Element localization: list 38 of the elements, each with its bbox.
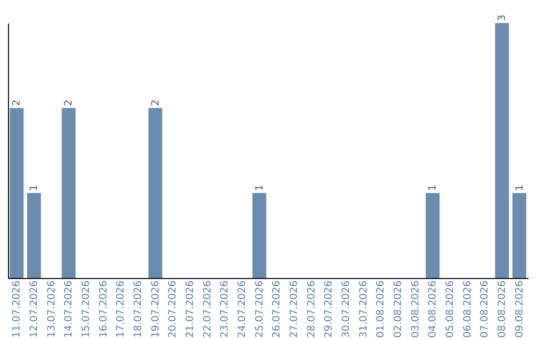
data-label: 3 — [497, 14, 508, 21]
x-tick-label: 21.07.2026 — [185, 280, 196, 338]
x-tick-label: 30.07.2026 — [341, 280, 352, 338]
x-tick-label: 25.07.2026 — [254, 280, 266, 338]
x-tick-label: 28.07.2026 — [306, 280, 318, 338]
x-tick-label: 05.08.2026 — [445, 280, 456, 338]
data-label: 1 — [428, 184, 439, 191]
x-tick-label: 02.08.2026 — [393, 280, 404, 338]
data-label: 2 — [150, 100, 162, 106]
x-tick-label: 13.07.2026 — [46, 280, 58, 338]
x-tick-label: 16.07.2026 — [98, 280, 110, 338]
x-tick-label: 23.07.2026 — [220, 280, 231, 338]
x-tick-label: 24.07.2026 — [237, 280, 248, 338]
x-tick-label: 22.07.2026 — [202, 280, 214, 338]
x-tick-label: 17.07.2026 — [116, 280, 127, 338]
x-tick-label: 15.07.2026 — [81, 280, 92, 338]
data-label: 1 — [254, 184, 266, 191]
x-tick-label: 20.07.2026 — [168, 280, 179, 338]
x-tick-label: 03.08.2026 — [410, 280, 422, 338]
x-tick-label: 26.07.2026 — [272, 280, 283, 338]
x-tick-label: 08.08.2026 — [497, 280, 508, 338]
data-label: 1 — [514, 184, 526, 191]
x-tick-label: 29.07.2026 — [324, 280, 335, 338]
x-tick-label: 27.07.2026 — [289, 280, 300, 338]
x-tick-label: 31.07.2026 — [358, 280, 370, 338]
x-tick-label: 09.08.2026 — [514, 280, 526, 338]
x-tick-label: 18.07.2026 — [133, 280, 144, 338]
x-tick-label: 19.07.2026 — [150, 280, 162, 338]
x-tick-label: 07.08.2026 — [480, 280, 491, 338]
data-label: 2 — [12, 100, 23, 106]
x-tick-label: 14.07.2026 — [64, 280, 75, 338]
data-label: 1 — [29, 184, 40, 191]
x-tick-label: 06.08.2026 — [462, 280, 474, 338]
x-tick-label: 01.08.2026 — [376, 280, 387, 338]
data-label: 2 — [64, 100, 75, 106]
x-tick-label: 04.08.2026 — [428, 280, 439, 338]
x-tick-label: 12.07.2026 — [29, 280, 40, 338]
x-tick-label: 11.07.2026 — [12, 280, 23, 338]
